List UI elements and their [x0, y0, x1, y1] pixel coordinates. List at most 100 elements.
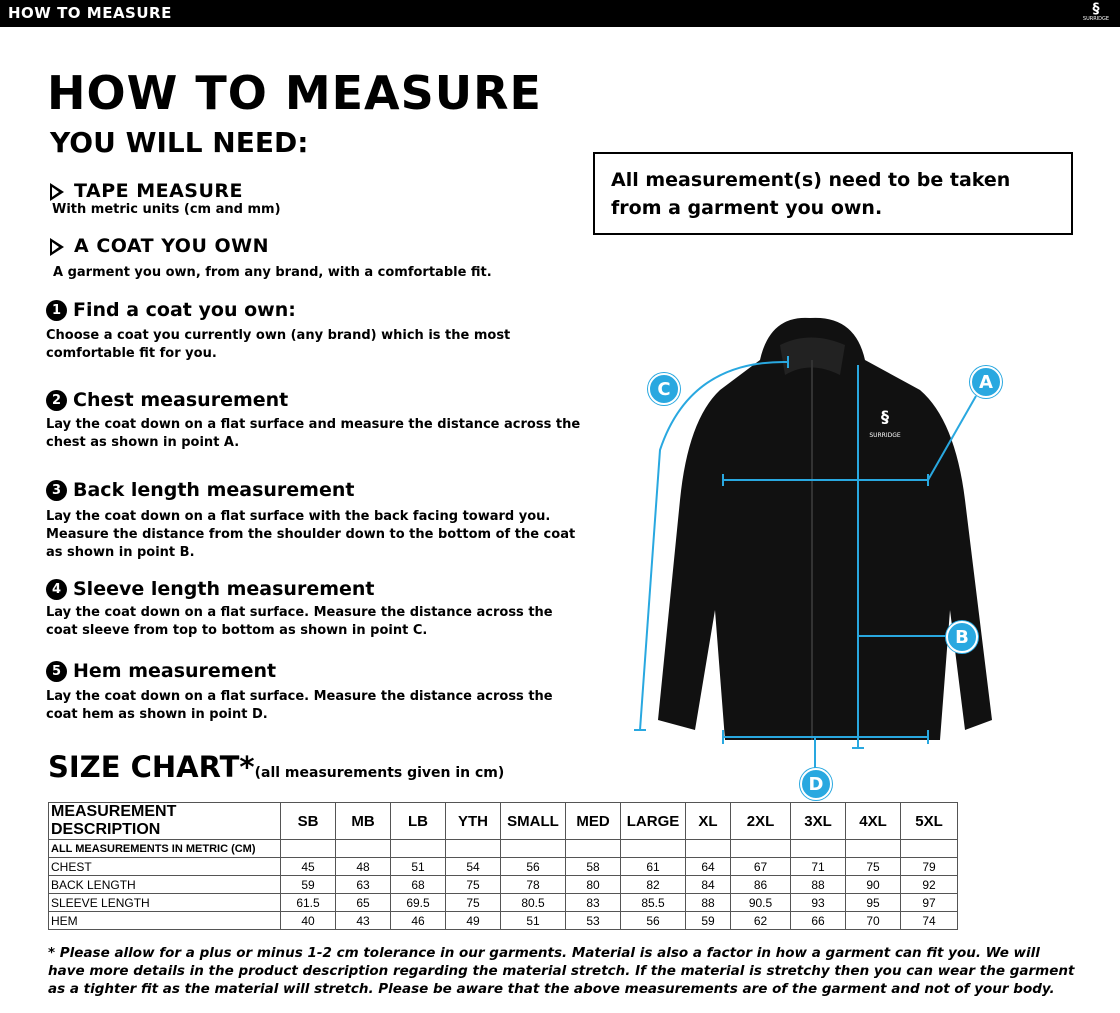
subheader-label: ALL MEASUREMENTS IN METRIC (CM) [48, 839, 281, 858]
subheader-row: ALL MEASUREMENTS IN METRIC (CM) [48, 839, 958, 858]
size-header: 5XL [900, 802, 958, 840]
need-desc: With metric units (cm and mm) [52, 202, 281, 217]
value-cell: 66 [790, 911, 846, 930]
step-4: 4 Sleeve length measurement Lay the coat … [46, 578, 586, 640]
value-cell: 90.5 [730, 893, 791, 912]
value-cell: 64 [685, 857, 731, 876]
table-row: CHEST 45 48 51 54 56 58 61 64 67 71 75 79 [48, 857, 958, 876]
value-cell: 85.5 [620, 893, 686, 912]
jacket-illustration [658, 317, 992, 740]
value-cell: 75 [445, 893, 501, 912]
empty-cell [280, 839, 336, 858]
empty-cell [730, 839, 791, 858]
step-title: Hem measurement [73, 660, 277, 682]
empty-cell [500, 839, 566, 858]
size-header: YTH [445, 802, 501, 840]
value-cell: 43 [335, 911, 391, 930]
step-text: Lay the coat down on a flat surface and … [46, 417, 581, 450]
step-title: Back length measurement [73, 479, 355, 501]
empty-cell [620, 839, 686, 858]
size-header: LB [390, 802, 446, 840]
value-cell: 80.5 [500, 893, 566, 912]
point-b-badge: B [946, 621, 978, 653]
value-cell: 95 [845, 893, 901, 912]
empty-cell [445, 839, 501, 858]
size-header: 3XL [790, 802, 846, 840]
value-cell: 97 [900, 893, 958, 912]
value-cell: 80 [565, 875, 621, 894]
step-text: Lay the coat down on a flat surface. Mea… [46, 689, 553, 722]
step-3: 3 Back length measurement Lay the coat do… [46, 479, 586, 562]
need-label: TAPE MEASURE [74, 180, 244, 202]
value-cell: 40 [280, 911, 336, 930]
step-text: Choose a coat you currently own (any bra… [46, 328, 511, 361]
step-title: Chest measurement [73, 389, 289, 411]
table-row: HEM 40 43 46 49 51 53 56 59 62 66 70 74 [48, 911, 958, 930]
measure-lines [634, 356, 977, 770]
value-cell: 54 [445, 857, 501, 876]
step-number: 2 [46, 389, 67, 411]
size-header: SMALL [500, 802, 566, 840]
value-cell: 59 [685, 911, 731, 930]
step-5: 5 Hem measurement Lay the coat down on a … [46, 660, 586, 724]
empty-cell [565, 839, 621, 858]
value-cell: 69.5 [390, 893, 446, 912]
value-cell: 88 [790, 875, 846, 894]
top-bar: HOW TO MEASURE [0, 0, 1120, 27]
value-cell: 61 [620, 857, 686, 876]
empty-cell [900, 839, 958, 858]
step-1: 1 Find a coat you own: Choose a coat you … [46, 299, 586, 363]
triangle-bullet-icon [50, 182, 64, 201]
value-cell: 90 [845, 875, 901, 894]
step-text: Lay the coat down on a flat surface with… [46, 509, 576, 560]
size-chart-table: MEASUREMENT DESCRIPTION SB MB LB YTH SMALL MED… [48, 802, 958, 930]
step-number: 1 [46, 299, 67, 321]
value-cell: 53 [565, 911, 621, 930]
size-chart-title: SIZE CHART*(all measurements given in cm… [48, 750, 504, 784]
size-chart-heading: SIZE CHART* [48, 750, 255, 784]
value-cell: 86 [730, 875, 791, 894]
header-description: MEASUREMENT DESCRIPTION [48, 802, 281, 840]
size-header: LARGE [620, 802, 686, 840]
value-cell: 88 [685, 893, 731, 912]
value-cell: 48 [335, 857, 391, 876]
value-cell: 75 [845, 857, 901, 876]
page-title: HOW TO MEASURE [47, 66, 542, 120]
footnote: * Please allow for a plus or minus 1-2 c… [48, 945, 1075, 997]
size-header: XL [685, 802, 731, 840]
value-cell: 59 [280, 875, 336, 894]
value-cell: 75 [445, 875, 501, 894]
value-cell: 82 [620, 875, 686, 894]
value-cell: 65 [335, 893, 391, 912]
need-item-tape: TAPE MEASURE With metric units (cm and m… [50, 180, 281, 217]
step-text: Lay the coat down on a flat surface. Mea… [46, 605, 553, 638]
step-title: Find a coat you own: [73, 299, 296, 321]
value-cell: 58 [565, 857, 621, 876]
step-2: 2 Chest measurement Lay the coat down on … [46, 389, 586, 452]
empty-cell [685, 839, 731, 858]
size-header: MED [565, 802, 621, 840]
value-cell: 71 [790, 857, 846, 876]
value-cell: 62 [730, 911, 791, 930]
row-label: BACK LENGTH [48, 875, 281, 894]
point-d-badge: D [800, 768, 832, 800]
size-header: SB [280, 802, 336, 840]
size-header: 2XL [730, 802, 791, 840]
note-box: All measurement(s) need to be taken from… [593, 152, 1073, 235]
row-label: SLEEVE LENGTH [48, 893, 281, 912]
value-cell: 49 [445, 911, 501, 930]
triangle-bullet-icon [50, 237, 64, 256]
row-label: CHEST [48, 857, 281, 876]
need-heading: YOU WILL NEED: [50, 126, 309, 159]
empty-cell [335, 839, 391, 858]
step-number: 4 [46, 578, 67, 600]
value-cell: 92 [900, 875, 958, 894]
empty-cell [845, 839, 901, 858]
size-header: MB [335, 802, 391, 840]
value-cell: 51 [390, 857, 446, 876]
empty-cell [790, 839, 846, 858]
step-title: Sleeve length measurement [73, 578, 375, 600]
value-cell: 68 [390, 875, 446, 894]
value-cell: 51 [500, 911, 566, 930]
value-cell: 79 [900, 857, 958, 876]
